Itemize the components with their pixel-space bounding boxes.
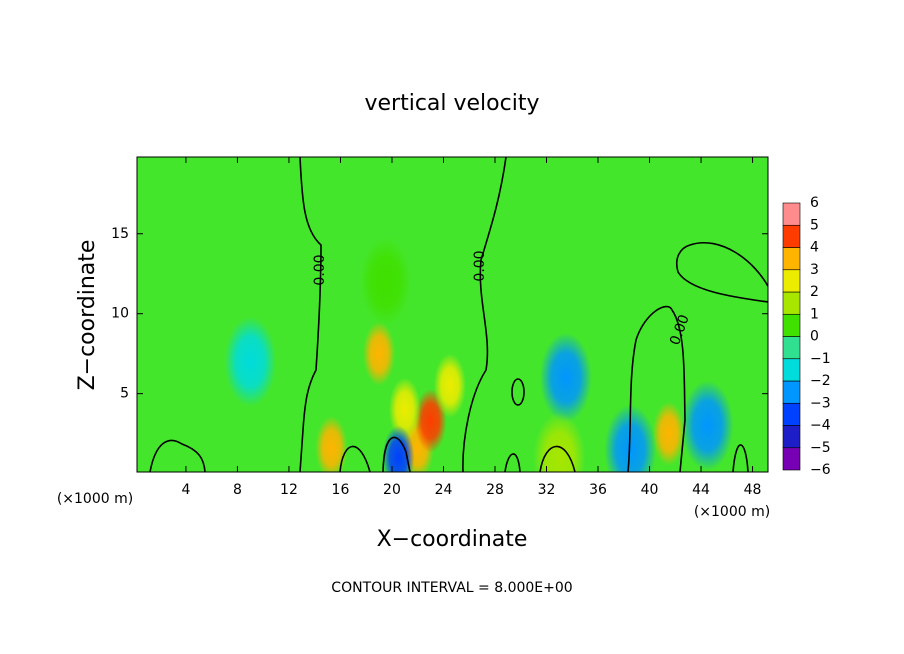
contour-line	[675, 242, 768, 303]
y-tick-label: 5	[120, 386, 129, 402]
colorbar-bin	[782, 269, 801, 293]
y-tick-label: 10	[111, 306, 129, 322]
x-axis-label: X−coordinate	[377, 527, 528, 552]
field	[224, 236, 734, 472]
x-tick-label: 48	[744, 482, 762, 498]
colorbar-label: −4	[810, 418, 831, 434]
contour-line	[299, 157, 322, 472]
colorbar-label: −2	[810, 373, 831, 389]
contour-line	[462, 157, 507, 472]
contour-line	[149, 439, 206, 472]
field-feature	[382, 425, 415, 472]
x-tick-label: 12	[280, 482, 298, 498]
colorbar-bin	[782, 380, 801, 404]
colorbar-label: 4	[810, 240, 819, 256]
colorbar-bin	[782, 224, 801, 248]
field-feature	[533, 412, 586, 472]
y-tick-label: 15	[111, 226, 129, 242]
colorbar-bin	[782, 425, 801, 449]
x-tick-label: 24	[435, 482, 453, 498]
colorbar-bin	[782, 336, 801, 360]
field-feature	[388, 377, 421, 442]
field-feature	[652, 401, 685, 466]
contour-label: 0.00	[312, 254, 328, 285]
x-tick-label: 20	[383, 482, 401, 498]
colorbar-bin	[782, 202, 801, 226]
x-tick-label: 40	[641, 482, 659, 498]
contour-line	[627, 305, 686, 472]
field-feature	[433, 353, 466, 418]
colorbar-bin	[782, 447, 801, 471]
colorbar-label: −6	[810, 462, 831, 478]
x-tick-label: 44	[692, 482, 710, 498]
x-tick-label: 36	[589, 482, 607, 498]
contours	[149, 157, 768, 472]
footer: CONTOUR INTERVAL = 8.000E+00	[331, 580, 572, 596]
x-unit: (×1000 m)	[694, 504, 770, 520]
x-tick-label: 16	[332, 482, 350, 498]
x-tick-label: 4	[181, 482, 190, 498]
colorbar-label: −5	[810, 440, 831, 456]
x-tick-label: 28	[486, 482, 504, 498]
colorbar-bin	[782, 313, 801, 337]
colorbar-label: 5	[810, 217, 819, 233]
field-feature	[363, 321, 396, 386]
colorbar-label: −3	[810, 395, 831, 411]
plot-frame	[136, 156, 769, 473]
x-tick-label: 8	[233, 482, 242, 498]
contour-line	[539, 445, 576, 472]
field-feature	[539, 332, 592, 423]
colorbar-bin	[782, 247, 801, 271]
colorbar-bin	[782, 358, 801, 382]
colorbar-label: 1	[810, 306, 819, 322]
field-feature	[224, 316, 277, 407]
colorbar-bin	[782, 291, 801, 315]
colorbar-label: 6	[810, 195, 819, 211]
y-unit: (×1000 m)	[57, 491, 133, 507]
contour-line	[382, 436, 411, 472]
contour-line	[339, 445, 371, 472]
y-axis-label: Z−coordinate	[75, 240, 100, 391]
colorbar-bin	[782, 402, 801, 426]
contour-line	[504, 453, 521, 472]
field-feature	[681, 380, 734, 471]
contour-line	[732, 444, 749, 472]
colorbar-label: −1	[810, 351, 831, 367]
colorbar-label: 0	[810, 329, 819, 345]
chart-title: vertical velocity	[364, 91, 539, 116]
field-feature	[359, 236, 412, 327]
colorbar-label: 2	[810, 284, 819, 300]
contour-label: 0.00	[472, 250, 488, 281]
field-feature	[315, 416, 348, 472]
x-tick-label: 32	[538, 482, 556, 498]
contour-line	[511, 378, 525, 406]
colorbar-label: 3	[810, 262, 819, 278]
